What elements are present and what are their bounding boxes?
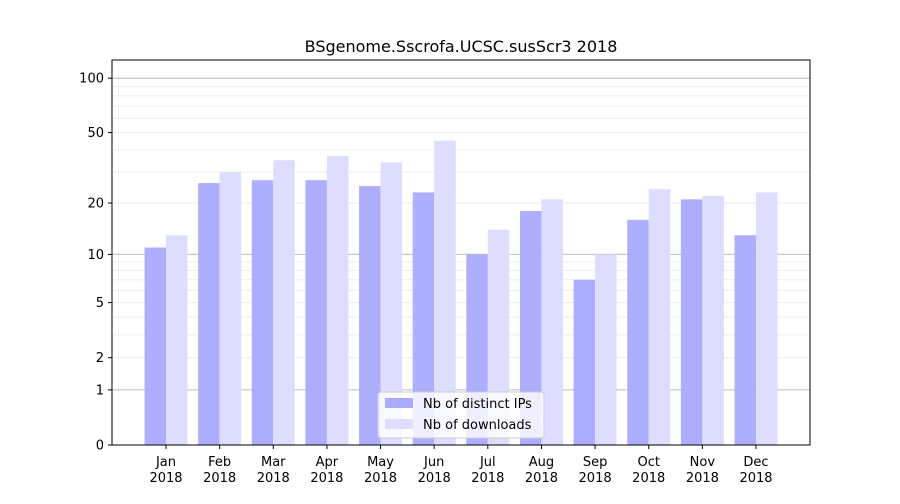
x-tick-month: Jun	[423, 455, 444, 470]
x-tick-year: 2018	[364, 471, 397, 486]
y-tick-label: 50	[87, 126, 104, 141]
x-tick-month: May	[367, 455, 394, 470]
y-tick-label: 20	[87, 197, 104, 212]
bar-downloads	[487, 229, 510, 445]
y-tick-label: 1	[96, 383, 104, 398]
bar-downloads	[595, 254, 617, 445]
x-tick-year: 2018	[739, 471, 772, 486]
x-tick-year: 2018	[632, 471, 665, 486]
x-tick-year: 2018	[149, 471, 182, 486]
bar-distinct-ips	[519, 210, 542, 445]
bar-downloads	[434, 140, 456, 445]
x-tick-year: 2018	[525, 471, 558, 486]
bar-distinct-ips	[198, 183, 220, 445]
legend-swatch-downloads	[385, 419, 413, 429]
bar-distinct-ips	[305, 180, 327, 445]
x-tick-month: Sep	[583, 455, 608, 470]
legend-swatch-ips	[385, 398, 413, 408]
bar-downloads	[166, 235, 188, 445]
x-tick-year: 2018	[471, 471, 504, 486]
bar-distinct-ips	[627, 219, 649, 445]
bar-downloads	[273, 160, 295, 445]
bar-distinct-ips	[680, 199, 703, 445]
bar-distinct-ips	[251, 180, 274, 445]
x-tick-month: Jan	[155, 455, 176, 470]
chart-title: BSgenome.Sscrofa.UCSC.susScr3 2018	[305, 37, 618, 56]
x-tick-year: 2018	[310, 471, 343, 486]
x-tick-year: 2018	[418, 471, 451, 486]
x-tick-month: Aug	[529, 455, 554, 470]
x-tick-month: Dec	[743, 455, 768, 470]
y-tick-label: 2	[96, 351, 104, 366]
bar-distinct-ips	[734, 235, 756, 445]
bar-distinct-ips	[144, 247, 166, 445]
x-tick-year: 2018	[579, 471, 612, 486]
bar-downloads	[702, 195, 724, 445]
x-tick-month: Nov	[690, 455, 716, 470]
legend: Nb of distinct IPs Nb of downloads	[377, 391, 545, 439]
legend-label-downloads: Nb of downloads	[423, 418, 532, 433]
x-tick-month: Feb	[208, 455, 231, 470]
bar-downloads	[756, 192, 778, 445]
x-tick-month: Jul	[479, 455, 496, 470]
plot-frame	[111, 59, 811, 446]
y-tick-label: 5	[96, 296, 104, 311]
y-tick-label: 0	[96, 439, 104, 454]
legend-label-ips: Nb of distinct IPs	[423, 397, 532, 412]
bar-downloads	[219, 172, 242, 445]
bar-distinct-ips	[412, 192, 435, 445]
y-tick-label: 10	[87, 248, 104, 263]
x-tick-month: Oct	[637, 455, 659, 470]
bar-distinct-ips	[573, 279, 596, 445]
bar-downloads	[541, 199, 563, 445]
bar-downloads	[380, 162, 403, 445]
bar-downloads	[648, 189, 671, 445]
x-tick-year: 2018	[257, 471, 290, 486]
y-tick-label: 100	[79, 72, 104, 87]
x-tick-year: 2018	[686, 471, 719, 486]
x-tick-month: Mar	[261, 455, 286, 470]
x-tick-month: Apr	[316, 455, 339, 470]
x-tick-year: 2018	[203, 471, 236, 486]
bar-distinct-ips	[359, 186, 381, 445]
bar-downloads	[326, 155, 349, 445]
